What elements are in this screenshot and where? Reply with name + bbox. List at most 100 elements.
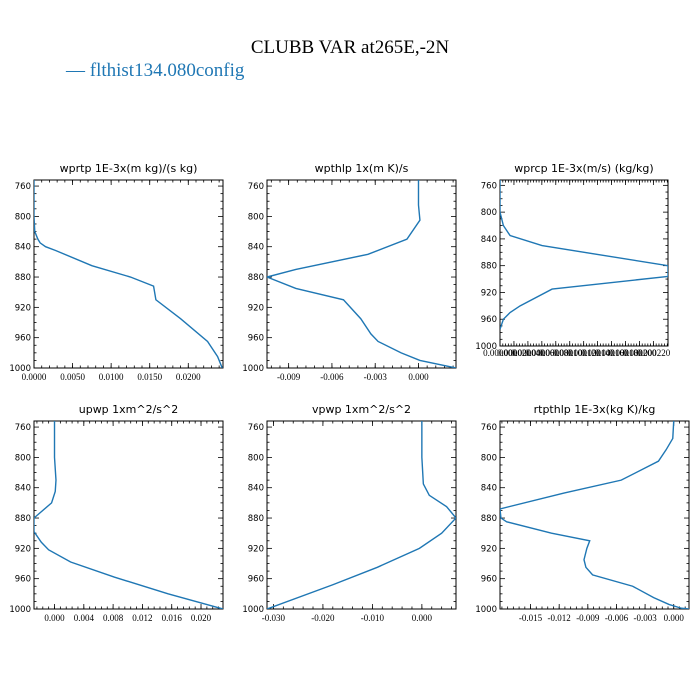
x-tick-label: 0.000080	[539, 348, 573, 358]
x-tick-label: 0.000180	[609, 348, 643, 358]
y-tick-label: 840	[248, 484, 264, 494]
figure-title: CLUBB VAR at265E,-2N	[251, 37, 450, 58]
panel-title: vpwp 1xm^2/s^2	[312, 403, 411, 416]
y-tick-label: 1000	[242, 364, 264, 374]
plot-frame	[499, 179, 669, 347]
x-tick-label: 0.000060	[525, 348, 559, 358]
y-tick-label: 920	[481, 288, 497, 298]
y-tick-label: 800	[481, 208, 497, 218]
y-tick-label: 960	[15, 334, 31, 344]
x-tick-label: -0.003	[364, 372, 388, 382]
panel-title: wpthlp 1x(m K)/s	[315, 162, 409, 175]
series-line	[267, 180, 456, 368]
panel-title: wprtp 1E-3x(m kg)/(s kg)	[60, 162, 198, 175]
series-line	[34, 421, 223, 609]
y-tick-label: 1000	[9, 605, 31, 615]
x-tick-label: -0.012	[548, 613, 571, 623]
y-tick-label: 920	[481, 544, 497, 554]
panel-6: rtpthlp 1E-3x(kg K)/kg 760 800 840 880 920 960…	[475, 403, 690, 623]
x-tick-label: -0.006	[320, 372, 344, 382]
panel-title: upwp 1xm^2/s^2	[79, 403, 179, 416]
y-tick-label: 840	[15, 243, 31, 253]
legend-entry: — flthist134.080config	[65, 60, 245, 81]
x-tick-label: 0.000200	[623, 348, 657, 358]
x-tick-label: -0.003	[633, 613, 657, 623]
panel-2: wpthlp 1x(m K)/s 760 800 840 880 920 960 1000 -0…	[242, 162, 457, 382]
x-tick-label: -0.010	[361, 613, 385, 623]
y-tick-label: 800	[15, 212, 31, 222]
series-line	[34, 180, 223, 368]
y-tick-label: 760	[15, 182, 31, 192]
y-tick-label: 800	[481, 453, 497, 463]
plot-frame	[33, 179, 224, 369]
y-tick-label: 920	[15, 544, 31, 554]
y-tick-label: 800	[248, 453, 264, 463]
x-tick-label: 0.016	[162, 613, 183, 623]
y-tick-label: 840	[248, 243, 264, 253]
plot-frame	[266, 179, 457, 369]
panel-1: wprtp 1E-3x(m kg)/(s kg) 760 800 840 880 920 9…	[9, 162, 224, 382]
y-tick-label: 800	[248, 212, 264, 222]
x-tick-label: -0.006	[605, 613, 629, 623]
y-tick-label: 880	[248, 273, 264, 283]
x-tick-label: 0.000	[412, 613, 433, 623]
x-tick-label: 0.012	[132, 613, 152, 623]
y-tick-label: 920	[15, 303, 31, 313]
y-tick-label: 1000	[9, 364, 31, 374]
x-tick-label: -0.030	[262, 613, 286, 623]
y-tick-label: 840	[481, 235, 497, 245]
y-tick-label: 1000	[242, 605, 264, 615]
x-tick-label: -0.009	[277, 372, 301, 382]
x-tick-label: -0.020	[311, 613, 335, 623]
x-tick-label: 0.004	[74, 613, 95, 623]
y-tick-label: 880	[248, 514, 264, 524]
y-tick-label: 960	[481, 315, 497, 325]
y-tick-label: 880	[481, 262, 497, 272]
y-tick-label: 880	[15, 514, 31, 524]
y-tick-label: 960	[15, 575, 31, 585]
x-tick-label: 0.000120	[567, 348, 601, 358]
x-tick-label: 0.0050	[60, 372, 85, 382]
series-line	[500, 180, 668, 330]
x-tick-label: 0.0100	[99, 372, 124, 382]
panel-title: rtpthlp 1E-3x(kg K)/kg	[534, 403, 656, 416]
panels: wprtp 1E-3x(m kg)/(s kg) 760 800 840 880 920 9…	[9, 162, 690, 623]
x-tick-label: 0.000	[664, 613, 685, 623]
plot-frame	[266, 420, 457, 610]
x-tick-label: 0.0150	[137, 372, 162, 382]
x-tick-label: 0.000160	[595, 348, 629, 358]
x-tick-label: -0.009	[576, 613, 600, 623]
y-tick-label: 880	[481, 514, 497, 524]
x-tick-label: 0.000000	[483, 348, 517, 358]
y-tick-label: 800	[15, 453, 31, 463]
panel-4: upwp 1xm^2/s^2 760 800 840 880 920 960 1000 0.00…	[9, 403, 224, 623]
x-tick-label: 0.000020	[497, 348, 531, 358]
y-tick-label: 960	[248, 334, 264, 344]
x-tick-label: 0.0200	[176, 372, 201, 382]
plot-frame	[33, 420, 224, 610]
panel-3: wprcp 1E-3x(m/s) (kg/kg) 760 800 840 880 920 9…	[475, 162, 670, 358]
y-tick-label: 920	[248, 303, 264, 313]
y-tick-label: 760	[481, 423, 497, 433]
y-tick-label: 760	[481, 181, 497, 191]
y-tick-label: 1000	[475, 342, 497, 352]
x-tick-label: 0.0000	[22, 372, 47, 382]
x-tick-label: 0.000140	[581, 348, 615, 358]
x-tick-label: 0.000100	[553, 348, 587, 358]
y-tick-label: 760	[248, 182, 264, 192]
y-tick-label: 960	[248, 575, 264, 585]
y-tick-label: 960	[481, 575, 497, 585]
x-tick-label: 0.000220	[637, 348, 671, 358]
x-tick-label: 0.000040	[511, 348, 545, 358]
x-tick-label: 0.008	[103, 613, 124, 623]
series-line	[267, 421, 456, 609]
plot-frame	[499, 420, 690, 610]
x-tick-label: -0.015	[519, 613, 543, 623]
y-tick-label: 760	[248, 423, 264, 433]
series-line	[500, 421, 689, 609]
y-tick-label: 920	[248, 544, 264, 554]
y-tick-label: 840	[15, 484, 31, 494]
x-tick-label: 0.020	[191, 613, 212, 623]
x-tick-label: 0.000	[408, 372, 429, 382]
